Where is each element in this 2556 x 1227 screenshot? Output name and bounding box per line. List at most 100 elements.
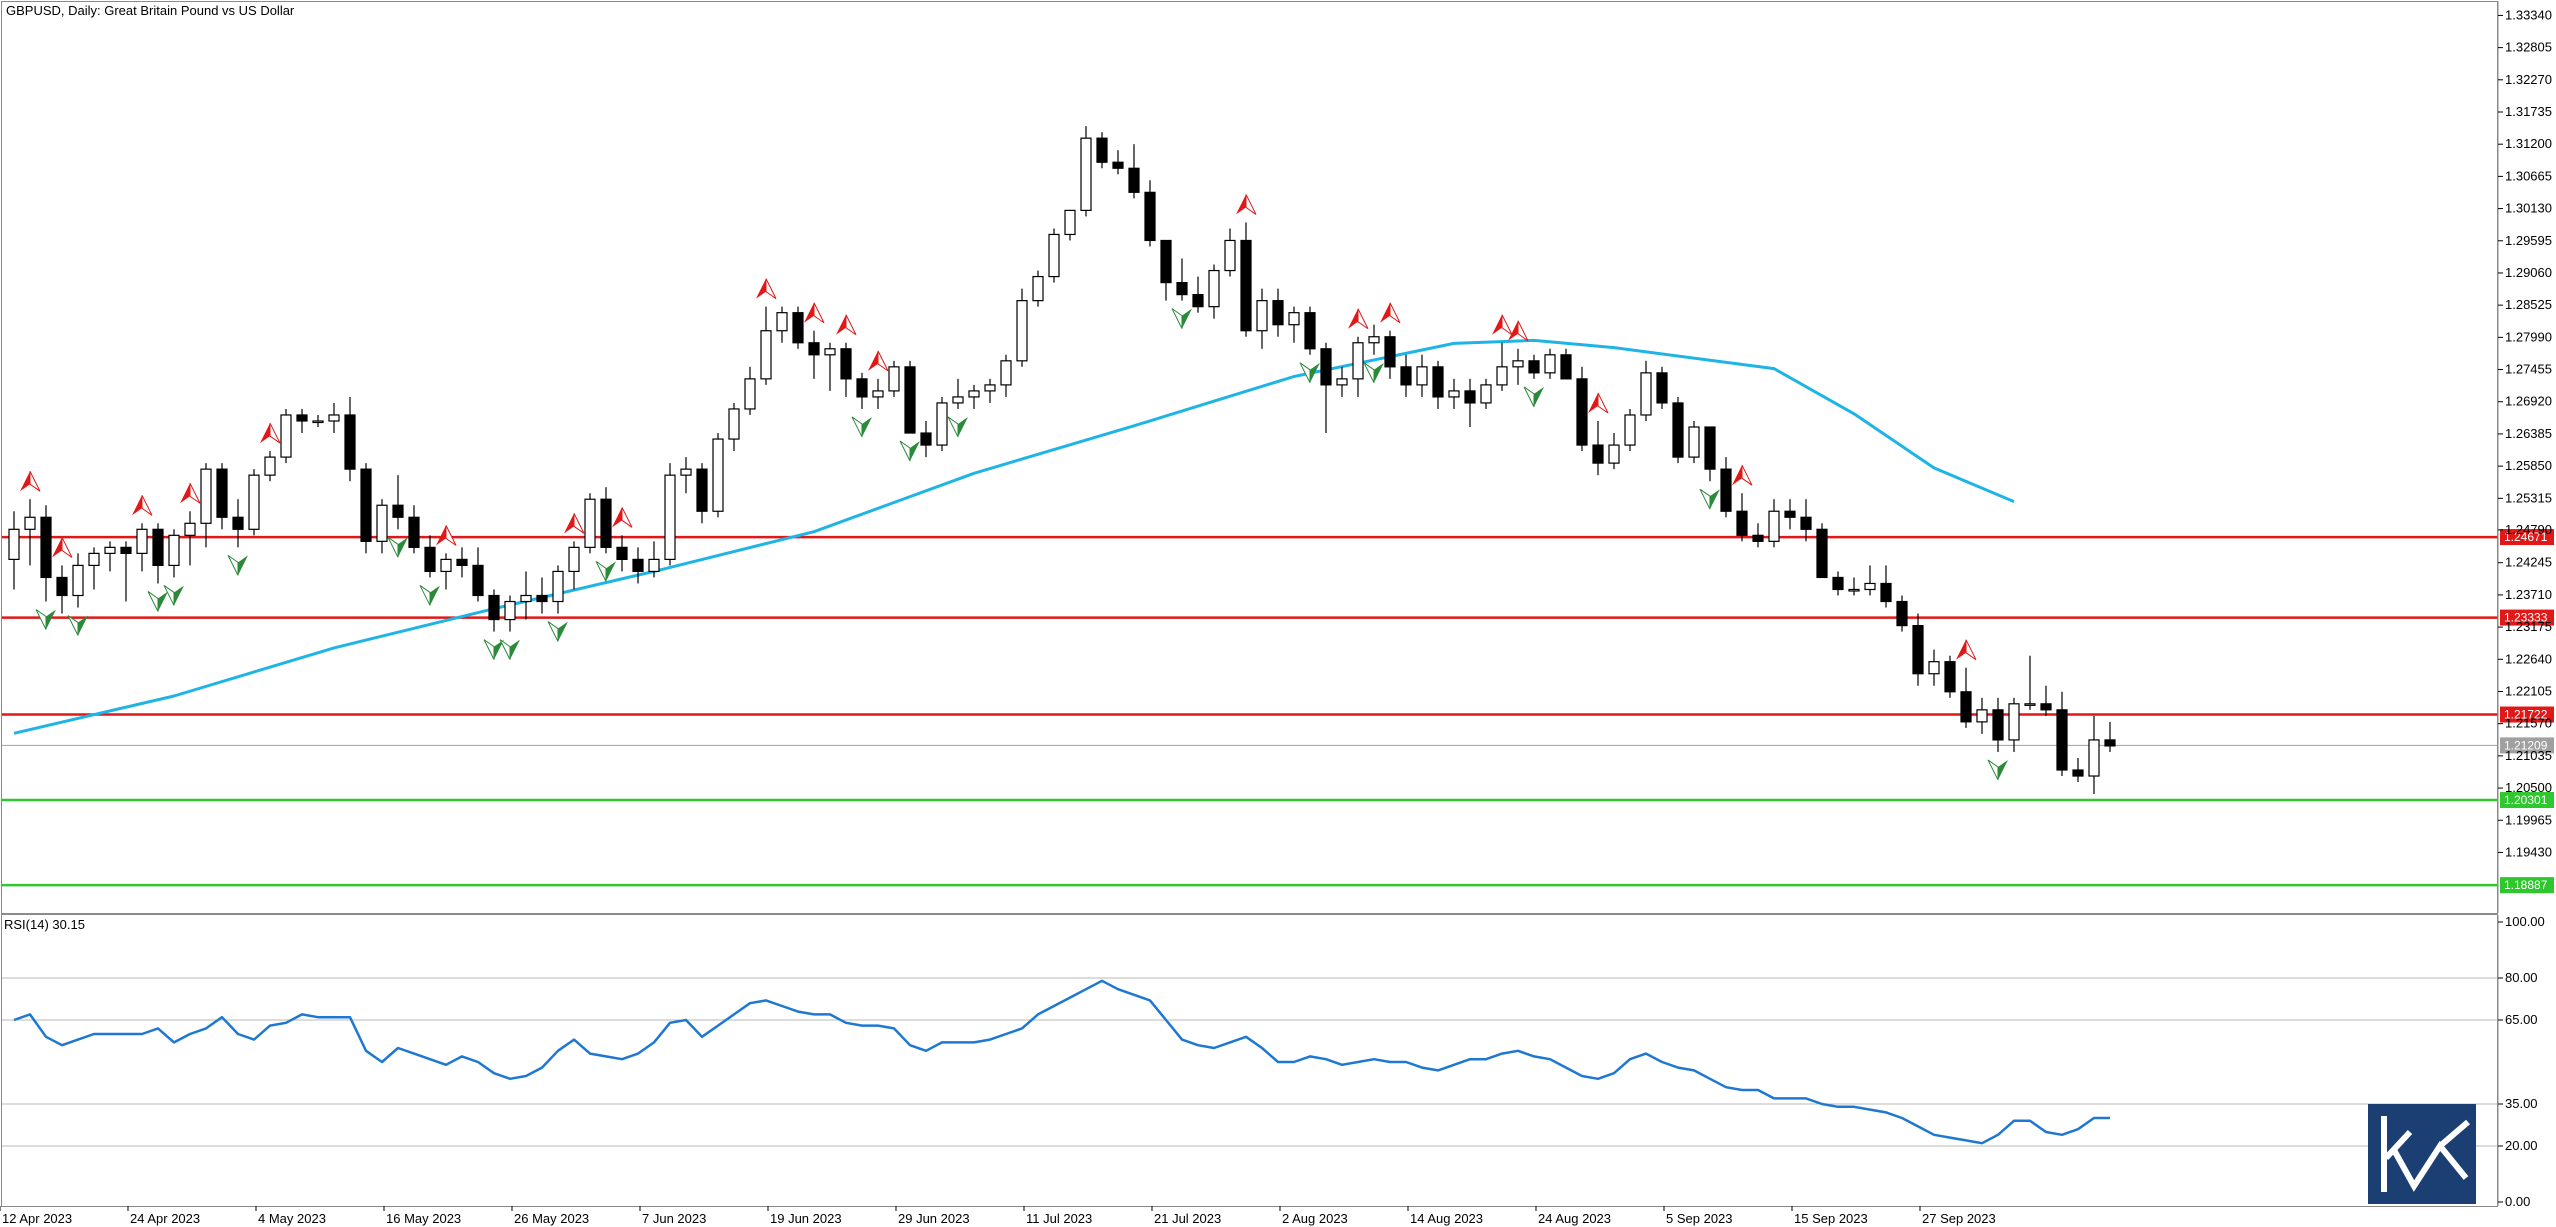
- candle-bull: [664, 474, 676, 560]
- sell-arrow-left: [1956, 639, 1966, 660]
- buy-arrow-right: [510, 639, 520, 660]
- candle-bull: [72, 564, 84, 597]
- candle-bear: [1128, 167, 1140, 193]
- rsi-tick-label: 100.00: [2505, 914, 2545, 929]
- price-tick-label: 1.21570: [2505, 716, 2552, 731]
- candle-bull: [1032, 275, 1044, 302]
- candle-bear: [616, 546, 628, 560]
- price-tick-label: 1.27455: [2505, 362, 2552, 377]
- candle-bear: [296, 414, 308, 422]
- price-tick-label: 1.25315: [2505, 490, 2552, 505]
- sell-arrow-left: [52, 537, 62, 558]
- rsi-tick-label: 80.00: [2505, 970, 2538, 985]
- time-tick-label: 29 Jun 2023: [898, 1211, 970, 1226]
- rsi-pane[interactable]: RSI(14) 30.15: [1, 914, 2498, 1207]
- candle-bull: [520, 594, 532, 603]
- sell-arrow-right: [877, 350, 889, 372]
- price-tick-label: 1.31735: [2505, 104, 2552, 119]
- candle-bear: [1752, 534, 1764, 542]
- candle-bull: [1352, 342, 1364, 380]
- candle-bear: [1816, 528, 1828, 579]
- level-tag-label: 1.24671: [2504, 530, 2548, 544]
- candle-bear: [1272, 300, 1284, 326]
- candle-bull: [584, 498, 596, 548]
- candle-bull: [1080, 137, 1092, 211]
- sell-arrow-right: [845, 314, 857, 336]
- candle-bull: [824, 348, 836, 356]
- time-tick-label: 2 Aug 2023: [1282, 1211, 1348, 1226]
- candle-bear: [1960, 691, 1972, 723]
- candle-bear: [40, 516, 52, 579]
- buy-arrow-right: [1710, 489, 1720, 510]
- buy-arrow-right: [558, 621, 568, 642]
- candle-bull: [168, 534, 180, 567]
- rsi-tick-label: 65.00: [2505, 1012, 2538, 1027]
- candle-bear: [472, 564, 484, 597]
- candle-bull: [728, 408, 740, 440]
- candle-bull: [104, 546, 116, 554]
- sell-arrow-left: [20, 471, 30, 492]
- candle-bear: [1112, 161, 1124, 169]
- buy-arrow-right: [494, 639, 504, 660]
- candle-bull: [1928, 661, 1940, 675]
- candle-bull: [1544, 354, 1556, 374]
- candle-bear: [1896, 600, 1908, 627]
- sell-arrow-right: [765, 278, 777, 300]
- candle-bear: [1176, 281, 1188, 296]
- candle-bull: [440, 558, 452, 573]
- candle-bull: [2008, 703, 2020, 741]
- candle-bear: [216, 468, 228, 518]
- buy-arrow-right: [1998, 759, 2008, 780]
- sell-arrow-left: [436, 525, 446, 546]
- sell-arrow-left: [1732, 465, 1742, 486]
- candle-bear: [792, 312, 804, 344]
- candle-bull: [2088, 739, 2100, 777]
- candle-bear: [1832, 576, 1844, 591]
- candle-bear: [1528, 360, 1540, 374]
- candle-bull: [712, 438, 724, 512]
- price-pane[interactable]: GBPUSD, Daily: Great Britain Pound vs US…: [1, 1, 2498, 914]
- candle-bear: [1160, 239, 1172, 284]
- time-tick-label: 19 Jun 2023: [770, 1211, 842, 1226]
- price-tick-label: 1.32805: [2505, 40, 2552, 55]
- sell-arrow-right: [573, 513, 585, 534]
- time-tick-label: 27 Sep 2023: [1922, 1211, 1996, 1226]
- candle-bear: [1736, 510, 1748, 536]
- buy-arrow-right: [398, 537, 408, 558]
- level-tag-bg: [2500, 737, 2554, 754]
- logo-mark: [2381, 1116, 2470, 1192]
- candle-bull: [1224, 239, 1236, 272]
- candle-bull: [968, 390, 980, 398]
- candle-bull: [552, 570, 564, 603]
- price-tick-label: 1.19430: [2505, 844, 2552, 859]
- candle-bear: [2104, 739, 2116, 747]
- candle-bear: [120, 546, 132, 554]
- sell-arrow-left: [132, 495, 142, 516]
- candle-bull: [1016, 300, 1028, 362]
- candle-bear: [904, 366, 916, 434]
- rsi-axis: 100.00 80.00 65.00 35.00 20.00 0.00: [2497, 914, 2545, 1209]
- buy-arrow-right: [158, 591, 168, 612]
- price-axis: 1.33340 1.32805 1.32270 1.31735 1.31200 1.306…: [2497, 1, 2552, 913]
- time-tick-label: 5 Sep 2023: [1666, 1211, 1733, 1226]
- sell-arrow-right: [1389, 302, 1401, 324]
- price-pane-frame: [1, 1, 2498, 914]
- candle-bull: [952, 396, 964, 404]
- sell-arrow-left: [260, 423, 270, 444]
- signal-arrows: [20, 194, 2008, 781]
- sell-arrow-right: [61, 537, 73, 558]
- candle-bear: [1656, 372, 1668, 404]
- candle-bull: [888, 366, 900, 392]
- candle-bear: [808, 342, 820, 356]
- sell-arrow-right: [813, 302, 825, 324]
- candle-bear: [456, 558, 468, 567]
- sell-arrow-right: [1357, 308, 1369, 330]
- candle-bear: [1880, 582, 1892, 603]
- sell-arrow-right: [189, 483, 201, 504]
- sell-arrow-left: [1492, 314, 1502, 335]
- sell-arrow-left: [1508, 320, 1518, 341]
- candles: [8, 126, 2116, 795]
- candle-bull: [1208, 269, 1220, 308]
- sell-arrow-right: [1501, 314, 1513, 336]
